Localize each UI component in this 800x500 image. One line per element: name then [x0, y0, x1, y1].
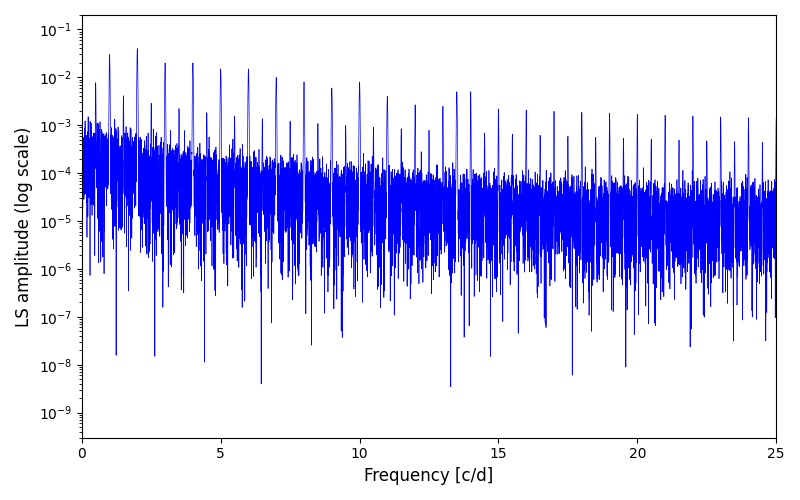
Y-axis label: LS amplitude (log scale): LS amplitude (log scale) [15, 126, 33, 326]
X-axis label: Frequency [c/d]: Frequency [c/d] [364, 467, 494, 485]
